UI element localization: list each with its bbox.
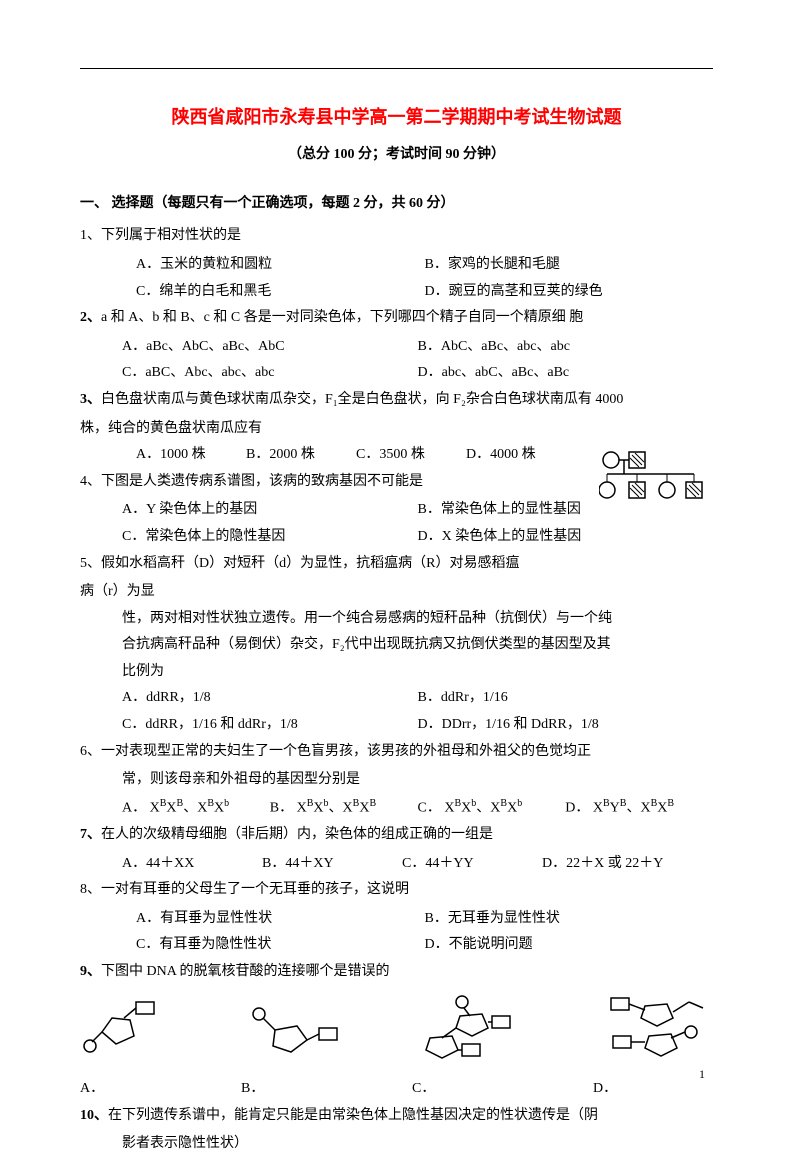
q5-stem2: 病（r）为显 <box>80 579 713 606</box>
q9-figA: A． <box>80 1000 170 1103</box>
q5-B: B．ddRr，1/16 <box>418 685 714 712</box>
q6-stem1: 6、一对表现型正常的夫妇生了一个色盲男孩，该男孩的外祖母和外祖父的色觉均正 <box>80 739 713 766</box>
q9: 9、下图中 DNA 的脱氧核苷酸的连接哪个是错误的 <box>80 959 713 986</box>
q6-D: D． XBYB、XBXB <box>565 794 713 822</box>
q6-C: C． XBXb、XBXb <box>418 794 566 822</box>
q2-B: B．AbC、aBc、abc、abc <box>418 334 714 361</box>
q1-row1: A．玉米的黄粒和圆粒 B．家鸡的长腿和毛腿 <box>80 252 713 279</box>
q4-row2: C．常染色体上的隐性基因 D．X 染色体上的显性基因 <box>80 524 713 551</box>
q10-stem1: 在下列遗传系谱中，能肯定只能是由常染色体上隐性基因决定的性状遗传是（阴 <box>108 1108 598 1123</box>
q3-D: D．4000 株 <box>466 442 536 469</box>
q7-B: B．44＋XY <box>262 851 402 878</box>
q5-stem5: 比例为 <box>80 659 713 686</box>
q6-A: A． XBXB、XBXb <box>122 794 270 822</box>
nucleotide-A-icon <box>80 1000 170 1066</box>
q5-C: C．ddRR，1/16 和 ddRr，1/8 <box>122 712 418 739</box>
q9-figures: A． B． C． <box>80 992 713 1103</box>
q9-figD: D． <box>593 992 713 1103</box>
q8-row1: A．有耳垂为显性性状 B．无耳垂为显性性状 <box>80 906 713 933</box>
q7-D: D．22＋X 或 22＋Y <box>542 851 663 878</box>
q4-C: C．常染色体上的隐性基因 <box>122 524 418 551</box>
q2-A: A．aBc、AbC、aBc、AbC <box>122 334 418 361</box>
exam-subtitle: （总分 100 分；考试时间 90 分钟） <box>80 142 713 169</box>
q8-A: A．有耳垂为显性性状 <box>136 906 425 933</box>
pedigree-diagram <box>599 448 709 506</box>
q1-row2: C．绵羊的白毛和黑毛 D．豌豆的高茎和豆荚的绿色 <box>80 279 713 306</box>
q3-C: C．3500 株 <box>356 442 466 469</box>
q2-D: D．abc、abC、aBc、aBc <box>418 360 714 387</box>
q2-C: C．aBC、Abc、abc、abc <box>122 360 418 387</box>
q1-stem: 1、下列属于相对性状的是 <box>80 223 713 250</box>
q8-D: D．不能说明问题 <box>425 932 714 959</box>
q8-C: C．有耳垂为隐性性状 <box>136 932 425 959</box>
exam-title: 陕西省咸阳市永寿县中学高一第二学期期中考试生物试题 <box>80 100 713 134</box>
q1-D: D．豌豆的高茎和豆荚的绿色 <box>425 279 714 306</box>
nucleotide-C-icon <box>412 992 522 1066</box>
top-rule <box>80 68 713 69</box>
q6-B: B． XBXb、XBXB <box>270 794 418 822</box>
q9-figC: C． <box>412 992 522 1103</box>
q1-C: C．绵羊的白毛和黑毛 <box>136 279 425 306</box>
q7: 7、在人的次级精母细胞（非后期）内，染色体的组成正确的一组是 <box>80 822 713 849</box>
q2-row2: C．aBC、Abc、abc、abc D．abc、abC、aBc、aBc <box>80 360 713 387</box>
q8-stem: 8、一对有耳垂的父母生了一个无耳垂的孩子，这说明 <box>80 877 713 904</box>
q9-B-label: B． <box>241 1076 341 1103</box>
q7-C: C．44＋YY <box>402 851 542 878</box>
q5-stem1: 5、假如水稻高秆（D）对短秆（d）为显性，抗稻瘟病（R）对易感稻瘟 <box>80 551 713 578</box>
q8-B: B．无耳垂为显性性状 <box>425 906 714 933</box>
q9-A-label: A． <box>80 1076 170 1103</box>
q2-num: 2、 <box>80 310 101 325</box>
q9-num: 9、 <box>80 964 101 979</box>
q2-row1: A．aBc、AbC、aBc、AbC B．AbC、aBc、abc、abc <box>80 334 713 361</box>
q8-row2: C．有耳垂为隐性性状 D．不能说明问题 <box>80 932 713 959</box>
q5-stem3: 性，两对相对性状独立遗传。用一个纯合易感病的短秆品种（抗倒伏）与一个纯 <box>80 606 713 633</box>
q6-stem2: 常，则该母亲和外祖母的基因型分别是 <box>80 767 713 794</box>
q7-stem: 在人的次级精母细胞（非后期）内，染色体的组成正确的一组是 <box>101 827 493 842</box>
q5-D: D．DDrr，1/16 和 DdRR，1/8 <box>418 712 714 739</box>
q2-stem: a 和 A、b 和 B、c 和 C 各是一对同染色体，下列哪四个精子自同一个精原… <box>101 310 583 325</box>
q5-stem4: 合抗病高秆品种（易倒伏）杂交，F₂代中出现既抗病又抗倒伏类型的基因型及其 <box>80 632 713 659</box>
q2: 2、a 和 A、b 和 B、c 和 C 各是一对同染色体，下列哪四个精子自同一个… <box>80 305 713 332</box>
q3-stem2: 株，纯合的黄色盘状南瓜应有 <box>80 416 713 443</box>
q9-stem: 下图中 DNA 的脱氧核苷酸的连接哪个是错误的 <box>101 964 390 979</box>
q7-num: 7、 <box>80 827 101 842</box>
q3-num: 3、 <box>80 392 101 407</box>
q5-row2: C．ddRR，1/16 和 ddRr，1/8 D．DDrr，1/16 和 DdR… <box>80 712 713 739</box>
q5-row1: A．ddRR，1/8 B．ddRr，1/16 <box>80 685 713 712</box>
q10: 10、在下列遗传系谱中，能肯定只能是由常染色体上隐性基因决定的性状遗传是（阴 <box>80 1103 713 1130</box>
q3: 3、白色盘状南瓜与黄色球状南瓜杂交，F₁全是白色盘状，向 F₂杂合白色球状南瓜有… <box>80 387 713 414</box>
q1-B: B．家鸡的长腿和毛腿 <box>425 252 714 279</box>
q4-D: D．X 染色体上的显性基因 <box>418 524 714 551</box>
q6-opts: A． XBXB、XBXb B． XBXb、XBXB C． XBXb、XBXb D… <box>80 794 713 822</box>
nucleotide-D-icon <box>593 992 713 1066</box>
q9-C-label: C． <box>412 1076 522 1103</box>
q9-D-label: D． <box>593 1076 713 1103</box>
section-1-heading: 一、 选择题（每题只有一个正确选项，每题 2 分，共 60 分） <box>80 191 713 218</box>
q1-A: A．玉米的黄粒和圆粒 <box>136 252 425 279</box>
q4-A: A．Y 染色体上的基因 <box>122 497 418 524</box>
q9-figB: B． <box>241 1000 341 1103</box>
q3-B: B．2000 株 <box>246 442 356 469</box>
q10-stem2: 影者表示隐性性状） <box>80 1131 713 1158</box>
q7-opts: A．44＋XX B．44＋XY C．44＋YY D．22＋X 或 22＋Y <box>80 851 713 878</box>
q10-num: 10、 <box>80 1108 108 1123</box>
page-number: 1 <box>699 1063 705 1086</box>
nucleotide-B-icon <box>241 1000 341 1066</box>
q3-A: A．1000 株 <box>136 442 246 469</box>
q3-stem1: 白色盘状南瓜与黄色球状南瓜杂交，F₁全是白色盘状，向 F₂杂合白色球状南瓜有 4… <box>101 392 623 407</box>
q7-A: A．44＋XX <box>122 851 262 878</box>
q5-A: A．ddRR，1/8 <box>122 685 418 712</box>
